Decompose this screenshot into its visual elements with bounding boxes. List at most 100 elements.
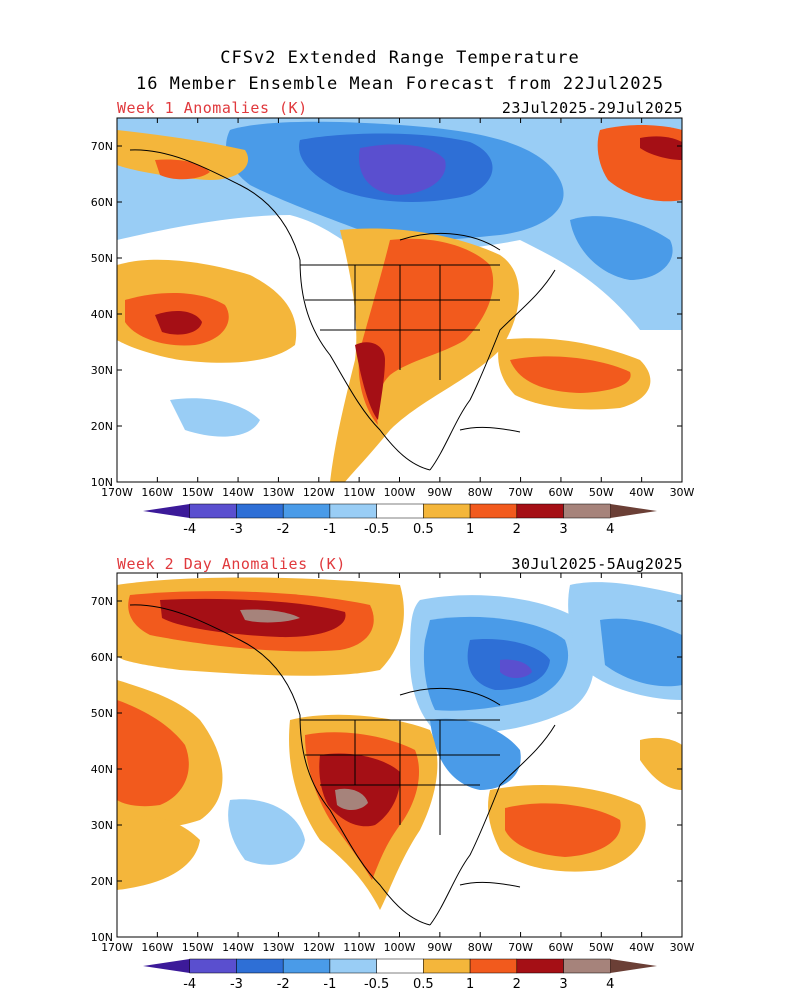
panel2-lat-tick-label: 10N <box>91 931 113 944</box>
panel2-dates: 30Jul2025-5Aug2025 <box>511 555 683 573</box>
panel2-lon-tick-label: 100W <box>384 941 416 954</box>
colorbar-2-label: 4 <box>606 977 614 992</box>
panel2-lon-tick-label: 150W <box>182 941 214 954</box>
panel1-lat-tick-label: 30N <box>91 364 113 377</box>
panel1-lon-tick-label: 80W <box>468 486 493 499</box>
panel2-lat-tick-label: 20N <box>91 875 113 888</box>
colorbar-1-label: -4 <box>183 522 196 537</box>
colorbar-1-swatch <box>610 504 657 518</box>
panel2-lon-tick-label: 130W <box>262 941 294 954</box>
chart-title: CFSv2 Extended Range Temperature <box>220 48 580 68</box>
panel2-lon-tick-label: 90W <box>427 941 452 954</box>
panel1-lon-tick-label: 120W <box>303 486 335 499</box>
colorbar-1-label: -1 <box>323 522 336 537</box>
colorbar-1-swatch <box>236 503 284 519</box>
panel1-lon-tick-label: 160W <box>141 486 173 499</box>
colorbar-2-swatch <box>329 958 377 974</box>
panel2-label: Week 2 Day Anomalies (K) <box>117 555 346 573</box>
panel2-lon-tick-label: 80W <box>468 941 493 954</box>
panel1-lon-tick-label: 70W <box>508 486 533 499</box>
colorbar-1-label: -0.5 <box>364 522 389 537</box>
panel1-dates: 23Jul2025-29Jul2025 <box>501 99 683 117</box>
colorbar-1-swatch <box>516 503 564 519</box>
panel1-lat-tick-label: 20N <box>91 420 113 433</box>
colorbar-1-swatch <box>376 503 424 519</box>
panel1-lat-tick-label: 40N <box>91 308 113 321</box>
panel1-lon-tick-label: 40W <box>629 486 654 499</box>
colorbar-2-swatch <box>236 958 284 974</box>
panel1-coastlines <box>129 149 556 471</box>
colorbar-2-label: -1 <box>323 977 336 992</box>
panel1-lon-tick-label: 100W <box>384 486 416 499</box>
panel1-lon-tick-label: 130W <box>262 486 294 499</box>
colorbar-2-swatch <box>423 958 471 974</box>
panel2-lon-tick-label: 170W <box>101 941 133 954</box>
panel2-lon-tick-label: 140W <box>222 941 254 954</box>
chart-subtitle: 16 Member Ensemble Mean Forecast from 22… <box>135 74 665 94</box>
colorbar-2-swatch <box>376 958 424 974</box>
colorbar-2-swatch <box>563 958 611 974</box>
panel1-lon-tick-label: 170W <box>101 486 133 499</box>
panel2-lon-tick-label: 50W <box>589 941 614 954</box>
panel1-map <box>117 118 682 482</box>
colorbar-2-swatch <box>282 958 331 974</box>
panel2-coastlines <box>129 604 556 926</box>
colorbar-2-swatch <box>189 958 237 974</box>
panel1-lat-tick-label: 10N <box>91 476 113 489</box>
panel2-lon-tick-label: 40W <box>629 941 654 954</box>
panel1-lon-tick-label: 110W <box>343 486 375 499</box>
colorbar-1-swatch <box>329 503 377 519</box>
panel1-lon-tick-label: 50W <box>589 486 614 499</box>
panel2-lon-tick-label: 110W <box>343 941 375 954</box>
colorbar-1-label: -2 <box>277 522 290 537</box>
panel2-lat-tick-label: 60N <box>91 651 113 664</box>
panel2-lon-tick-label: 30W <box>670 941 695 954</box>
colorbar-2-label: -0.5 <box>364 977 389 992</box>
colorbar-2-swatch <box>469 958 518 974</box>
colorbar-1-label: -3 <box>230 522 243 537</box>
panel1-lon-tick-label: 90W <box>427 486 452 499</box>
panel2-lon-tick-label: 120W <box>303 941 335 954</box>
colorbar-2-label: -2 <box>277 977 290 992</box>
colorbar-1-label: 3 <box>559 522 567 537</box>
colorbar-1-label: 1 <box>466 522 474 537</box>
colorbar-2-swatch <box>143 959 190 973</box>
panel2-lat-tick-label: 30N <box>91 819 113 832</box>
colorbar-2-swatch <box>610 959 657 973</box>
panel1-lat-tick-label: 50N <box>91 252 113 265</box>
panel2-lon-tick-label: 60W <box>548 941 573 954</box>
colorbar-2-swatch <box>516 958 564 974</box>
colorbar-1-label: 0.5 <box>413 522 434 537</box>
colorbar-1-swatch <box>143 504 190 518</box>
panel2-lat-tick-label: 50N <box>91 707 113 720</box>
panel2-map <box>117 573 682 937</box>
colorbar-1-swatch <box>469 503 518 519</box>
panel1-lat-tick-label: 70N <box>91 140 113 153</box>
panel1-lat-tick-label: 60N <box>91 196 113 209</box>
colorbar-2: -4 -3 -2 -1 -0.5 0.5 1 2 3 4 <box>143 958 657 992</box>
colorbar-1: -4 -3 -2 -1 -0.5 0.5 1 2 3 4 <box>143 503 657 537</box>
panel2-lon-tick-label: 160W <box>141 941 173 954</box>
colorbar-2-label: -4 <box>183 977 196 992</box>
colorbar-2-label: 3 <box>559 977 567 992</box>
panel2-lat-tick-label: 70N <box>91 595 113 608</box>
colorbar-1-swatch <box>423 503 471 519</box>
colorbar-1-label: 2 <box>513 522 521 537</box>
panel1-lon-tick-label: 150W <box>182 486 214 499</box>
colorbar-2-label: 1 <box>466 977 474 992</box>
panel1-lon-tick-label: 140W <box>222 486 254 499</box>
panel1-lon-tick-label: 60W <box>548 486 573 499</box>
colorbar-1-swatch <box>282 503 331 519</box>
panel1-lon-tick-label: 30W <box>670 486 695 499</box>
colorbar-1-swatch <box>563 503 611 519</box>
colorbar-2-label: -3 <box>230 977 243 992</box>
colorbar-1-swatch <box>189 503 237 519</box>
colorbar-1-label: 4 <box>606 522 614 537</box>
colorbar-2-label: 0.5 <box>413 977 434 992</box>
panel2-lat-tick-label: 40N <box>91 763 113 776</box>
panel2-lon-tick-label: 70W <box>508 941 533 954</box>
colorbar-2-label: 2 <box>513 977 521 992</box>
